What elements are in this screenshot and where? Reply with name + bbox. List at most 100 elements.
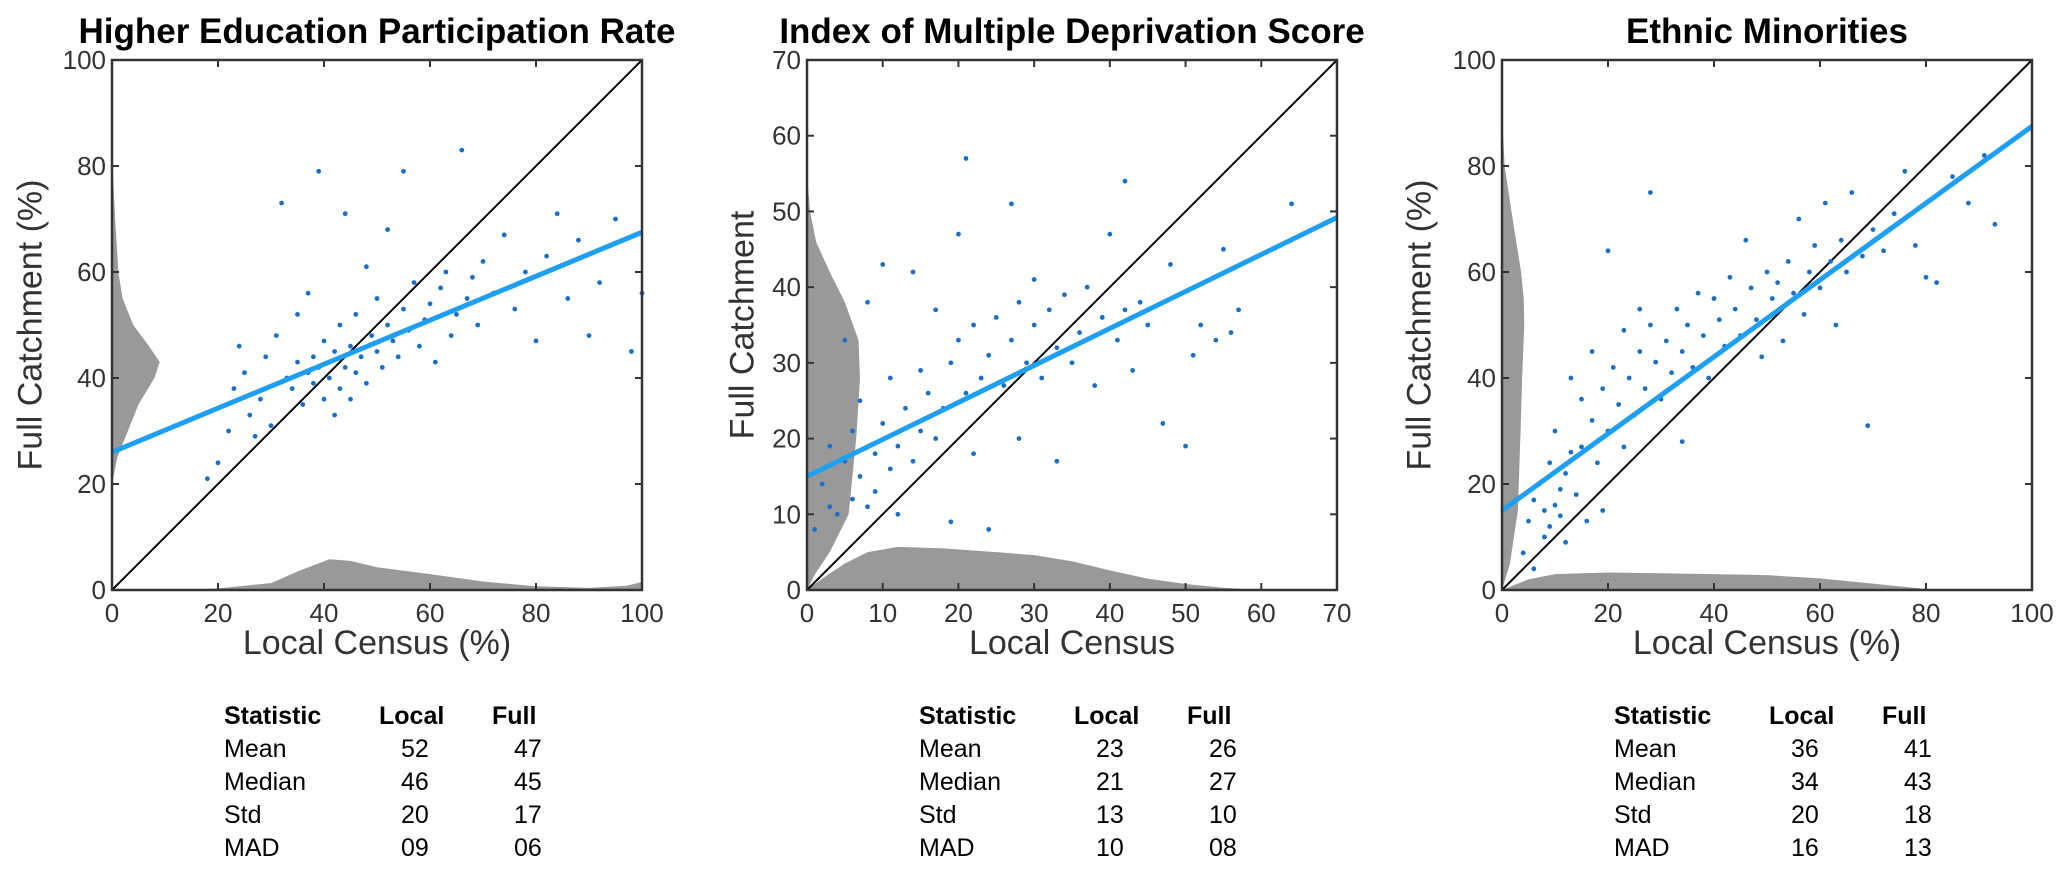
- data-point: [1706, 375, 1712, 381]
- data-point: [353, 370, 359, 376]
- data-point: [311, 354, 316, 360]
- data-point: [1637, 349, 1643, 354]
- data-point: [459, 147, 465, 153]
- data-point: [1812, 243, 1818, 248]
- data-point: [1685, 322, 1690, 328]
- data-point: [1648, 190, 1653, 195]
- data-point: [1069, 360, 1075, 366]
- data-point: [401, 306, 406, 312]
- data-point: [1062, 292, 1067, 298]
- table-cell: Full: [1882, 702, 1927, 730]
- table-cell: Std: [224, 801, 262, 829]
- data-point: [332, 349, 337, 354]
- data-point: [948, 360, 954, 366]
- data-point: [379, 365, 385, 370]
- data-point: [1547, 460, 1553, 466]
- data-point: [1754, 317, 1759, 323]
- data-point: [1934, 280, 1939, 285]
- data-point: [1054, 345, 1060, 351]
- data-point: [925, 390, 931, 396]
- fit-line: [805, 215, 1339, 479]
- data-point: [1228, 330, 1234, 335]
- y-tick-label: 40: [772, 272, 801, 302]
- data-point: [337, 322, 343, 328]
- y-tick-label: 20: [77, 469, 106, 499]
- x-tick-label: 40: [310, 598, 339, 628]
- panel-3-xlabel: Local Census (%): [1632, 624, 1902, 662]
- data-point: [1828, 259, 1833, 264]
- data-point: [1190, 352, 1196, 358]
- data-point: [895, 511, 901, 517]
- y-tick-label: 20: [1467, 469, 1496, 499]
- data-point: [1642, 386, 1648, 391]
- data-point: [629, 349, 634, 354]
- axes-box: [110, 58, 644, 592]
- data-point: [1807, 269, 1812, 275]
- data-point: [1077, 330, 1082, 335]
- table-cell: 45: [514, 768, 542, 796]
- data-point: [1791, 290, 1796, 296]
- x-tick-label: 0: [105, 598, 119, 628]
- data-point: [390, 338, 396, 344]
- data-point: [316, 168, 322, 174]
- data-point: [326, 375, 332, 381]
- data-point: [887, 375, 893, 381]
- table-cell: 36: [1791, 735, 1819, 763]
- data-point: [1160, 421, 1166, 426]
- data-point: [918, 368, 923, 373]
- table-cell: 16: [1791, 834, 1819, 862]
- data-point: [1992, 221, 1998, 227]
- data-point: [1009, 337, 1014, 343]
- y-tick-label: 40: [77, 363, 106, 393]
- data-point: [872, 489, 878, 494]
- data-point: [948, 519, 954, 525]
- y-tick-label: 100: [1453, 45, 1496, 75]
- data-point: [443, 269, 449, 275]
- data-point: [1547, 524, 1553, 529]
- data-point: [827, 443, 833, 449]
- data-point: [311, 380, 316, 386]
- data-point: [480, 259, 486, 264]
- data-point: [1221, 246, 1226, 252]
- data-point: [1674, 306, 1680, 312]
- table-cell: Mean: [919, 735, 982, 763]
- data-point: [910, 269, 916, 275]
- data-point: [1289, 201, 1294, 207]
- fit-line: [1500, 124, 2034, 513]
- table-cell: Statistic: [1614, 702, 1712, 730]
- data-point: [1669, 370, 1674, 376]
- data-point: [448, 333, 454, 338]
- data-point: [1966, 200, 1971, 206]
- y-tick-label: 20: [772, 424, 801, 454]
- data-point: [850, 428, 855, 434]
- data-point: [1024, 360, 1029, 366]
- data-point: [1016, 299, 1022, 305]
- data-point: [374, 296, 380, 301]
- y-tick-label: 80: [1467, 151, 1496, 181]
- y-tick-label: 70: [772, 45, 801, 75]
- table-cell: 20: [1791, 801, 1819, 829]
- data-point: [865, 299, 870, 305]
- data-point: [332, 412, 337, 418]
- data-point: [1031, 322, 1037, 328]
- data-point: [1099, 315, 1105, 320]
- data-point: [215, 460, 221, 466]
- data-point: [576, 237, 581, 243]
- data-point: [1653, 359, 1659, 365]
- x-marginal-density: [112, 559, 642, 590]
- data-point: [1679, 439, 1685, 444]
- table-cell: 06: [514, 834, 542, 862]
- data-point: [1552, 502, 1558, 508]
- data-point: [933, 436, 939, 441]
- data-point: [273, 333, 279, 338]
- data-point: [374, 349, 380, 354]
- data-point: [1913, 243, 1918, 248]
- data-point: [358, 354, 364, 360]
- table-cell: Local: [1769, 702, 1835, 730]
- table-cell: 41: [1904, 735, 1932, 763]
- data-point: [1881, 248, 1886, 254]
- y-tick-label: 100: [63, 45, 106, 75]
- data-point: [205, 476, 210, 482]
- data-point: [1145, 322, 1151, 328]
- table-cell: MAD: [224, 834, 280, 862]
